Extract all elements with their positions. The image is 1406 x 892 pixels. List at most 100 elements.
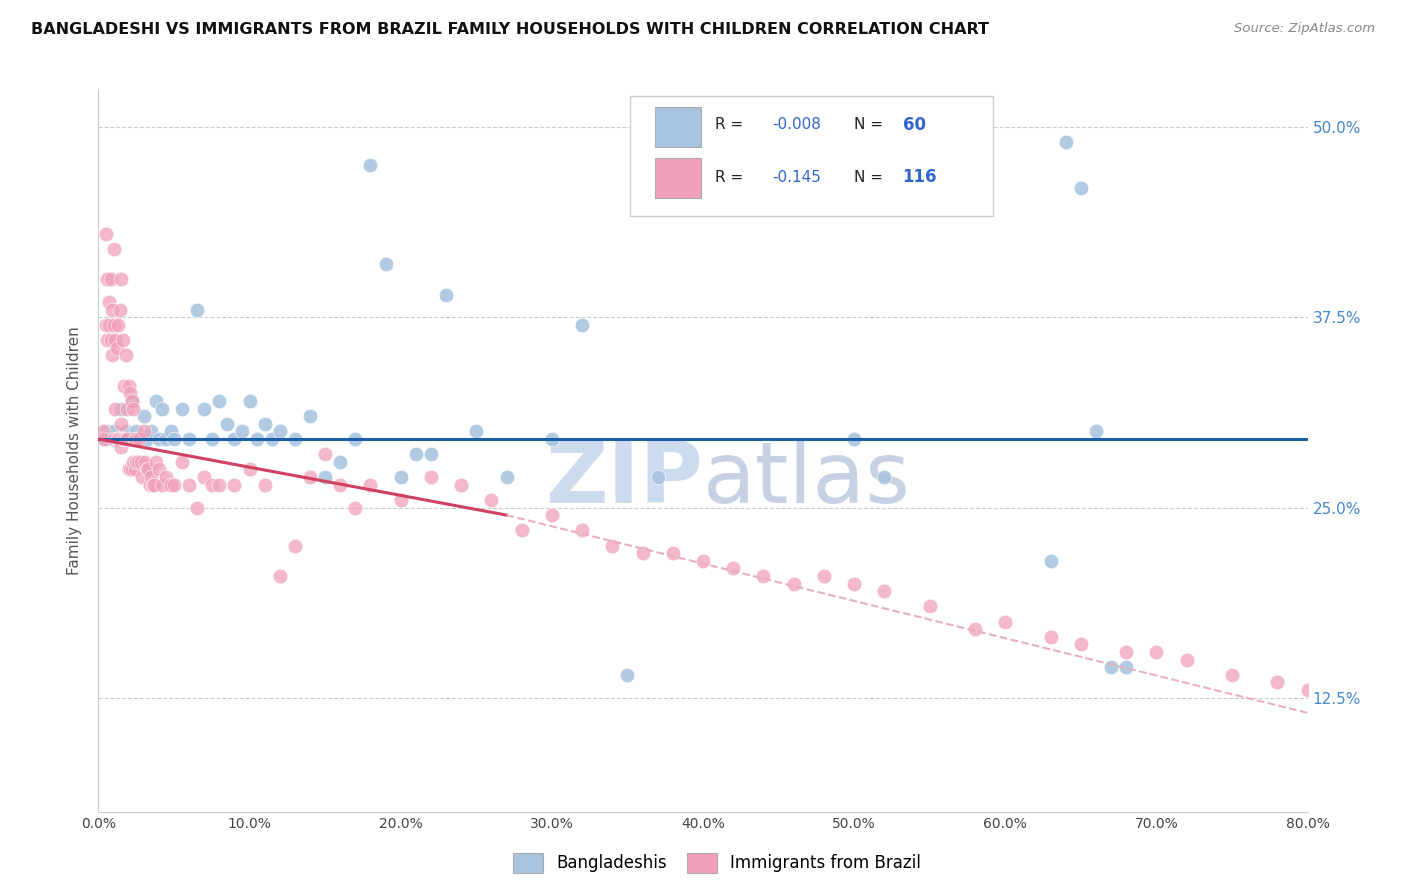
Point [465,425,488,439]
Point [103,432,125,446]
Point [193,470,215,484]
Point [111,432,134,446]
Point [186,500,208,515]
Point [1220,668,1243,682]
Point [107,318,129,332]
Point [571,524,593,538]
Point [163,477,186,491]
Point [1054,136,1077,150]
Point [1144,645,1167,659]
Point [224,477,246,491]
Point [329,477,352,491]
Point [299,409,322,424]
Point [602,539,624,553]
Point [129,432,152,446]
Point [873,470,896,484]
Point [114,432,136,446]
Point [540,432,562,446]
Point [389,492,412,507]
Point [1039,554,1062,568]
Point [155,432,177,446]
Point [125,455,148,469]
Point [129,455,152,469]
Point [139,477,162,491]
Point [269,569,291,583]
Point [101,302,124,317]
Point [873,584,896,599]
Point [1070,637,1092,651]
Point [110,440,132,454]
Point [118,432,141,446]
Text: N =: N = [855,169,889,185]
Point [100,272,122,286]
Point [136,462,159,476]
Point [94,227,117,241]
Text: R =: R = [716,169,748,185]
Point [434,287,457,301]
Point [120,462,142,476]
Point [110,272,132,286]
Point [215,417,238,431]
Point [124,462,146,476]
Point [692,554,714,568]
Point [752,569,775,583]
Point [122,401,145,416]
Text: R =: R = [716,117,748,132]
Point [994,615,1017,629]
Point [118,462,141,476]
Point [103,242,125,256]
Point [110,401,132,416]
Point [481,492,503,507]
Point [100,333,122,347]
Point [1357,690,1379,705]
Point [145,455,167,469]
Point [186,302,208,317]
Point [91,432,114,446]
Bar [655,158,700,198]
Point [420,470,443,484]
Bar [655,107,700,147]
Text: -0.145: -0.145 [772,169,821,185]
Point [170,455,193,469]
Point [103,318,125,332]
Point [179,432,201,446]
Point [420,447,443,461]
Text: atlas: atlas [703,438,911,521]
Point [134,455,156,469]
Point [121,462,143,476]
Point [631,546,654,560]
Point [163,432,186,446]
Point [103,425,125,439]
Point [96,425,118,439]
Point [314,447,336,461]
Point [360,158,382,172]
Point [150,401,173,416]
Point [141,425,163,439]
Point [616,668,638,682]
Point [269,425,291,439]
Point [329,455,352,469]
Point [104,333,127,347]
Point [723,561,745,575]
Point [262,432,284,446]
Point [495,470,517,484]
Point [918,599,941,614]
Point [132,409,155,424]
Text: BANGLADESHI VS IMMIGRANTS FROM BRAZIL FAMILY HOUSEHOLDS WITH CHILDREN CORRELATIO: BANGLADESHI VS IMMIGRANTS FROM BRAZIL FA… [31,22,988,37]
Point [135,432,157,446]
Point [389,470,412,484]
Point [783,576,806,591]
Point [132,425,155,439]
Point [179,477,201,491]
Point [145,394,167,409]
Text: ZIP: ZIP [546,438,703,521]
Point [284,432,307,446]
Point [101,348,124,362]
Point [844,576,866,591]
Point [661,546,683,560]
Point [208,477,231,491]
Point [160,425,183,439]
Point [107,432,129,446]
Point [253,477,276,491]
Point [540,508,562,522]
